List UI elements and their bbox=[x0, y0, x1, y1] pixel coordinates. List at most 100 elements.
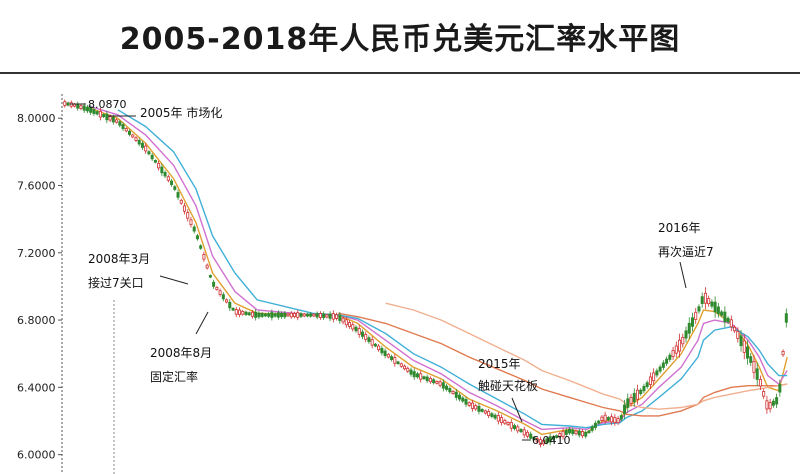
candle-body bbox=[506, 422, 510, 426]
candle-body bbox=[694, 311, 698, 320]
candle-body bbox=[438, 381, 442, 386]
candle-body bbox=[529, 433, 533, 439]
annotation-label: 固定汇率 bbox=[150, 369, 198, 384]
candle-body bbox=[752, 360, 756, 373]
candle-body bbox=[519, 429, 523, 433]
candle-body bbox=[238, 309, 242, 315]
candle-body bbox=[186, 212, 190, 219]
candle-body bbox=[584, 432, 588, 437]
candle-body bbox=[771, 400, 775, 406]
y-tick-label: 6.8000 bbox=[17, 314, 56, 327]
candle-body bbox=[496, 415, 500, 422]
candle-body bbox=[658, 366, 662, 372]
candle-body bbox=[454, 391, 458, 398]
candle-body bbox=[257, 312, 261, 318]
candle-body bbox=[742, 340, 746, 353]
candle-body bbox=[597, 420, 601, 424]
candle-body bbox=[286, 313, 290, 317]
candle-body bbox=[63, 101, 67, 106]
candle-body bbox=[435, 380, 439, 384]
candle-body bbox=[610, 416, 614, 423]
candle-body bbox=[474, 405, 478, 410]
candle-body bbox=[128, 130, 132, 135]
candle-body bbox=[690, 317, 694, 327]
candle-body bbox=[82, 105, 86, 111]
candle-body bbox=[386, 354, 390, 358]
candle-body bbox=[448, 388, 452, 393]
candle-body bbox=[150, 154, 154, 160]
y-tick-label: 7.2000 bbox=[17, 247, 56, 260]
moving-average-lines bbox=[89, 105, 788, 436]
y-axis: 8.0000 7.6000 7.2000 6.8000 6.4000 6.0000 bbox=[17, 94, 115, 474]
candle-body bbox=[205, 264, 209, 269]
candle-body bbox=[98, 110, 102, 118]
y-tick-label: 6.0000 bbox=[17, 449, 56, 462]
annotation-label: 6.0410 bbox=[532, 434, 571, 447]
candle-body bbox=[166, 176, 170, 181]
candle-body bbox=[173, 186, 177, 190]
candle-body bbox=[419, 373, 423, 380]
annotation-label: 8.0870 bbox=[88, 98, 127, 111]
candle-body bbox=[351, 324, 355, 330]
candle-body bbox=[270, 312, 274, 318]
candle-body bbox=[665, 358, 669, 364]
candle-body bbox=[377, 345, 381, 351]
candle-body bbox=[111, 117, 115, 123]
candle-body bbox=[674, 345, 678, 354]
candle-body bbox=[749, 356, 753, 363]
candle-body bbox=[225, 299, 229, 303]
candle-body bbox=[293, 313, 297, 317]
candle-body bbox=[380, 347, 384, 354]
candle-body bbox=[176, 192, 180, 198]
candle-body bbox=[348, 322, 352, 327]
candle-body bbox=[509, 422, 513, 429]
candle-body bbox=[684, 330, 688, 339]
candle-body bbox=[590, 426, 594, 431]
candle-body bbox=[619, 415, 623, 420]
candle-body bbox=[95, 111, 99, 115]
candle-body bbox=[250, 311, 254, 317]
candle-body bbox=[516, 426, 520, 432]
candle-body bbox=[192, 226, 196, 232]
annotation-label: 再次逼近7 bbox=[658, 245, 714, 259]
candle-body bbox=[648, 376, 652, 385]
candle-body bbox=[244, 311, 248, 315]
candle-body bbox=[483, 410, 487, 414]
candle-body bbox=[480, 408, 484, 412]
candle-body bbox=[118, 121, 122, 126]
candle-body bbox=[373, 343, 377, 347]
candle-body bbox=[131, 134, 135, 138]
candle-body bbox=[425, 376, 429, 382]
candle-body bbox=[710, 301, 714, 307]
candle-body bbox=[726, 317, 730, 323]
candle-body bbox=[522, 429, 526, 436]
candle-body bbox=[267, 313, 271, 317]
candle-body bbox=[228, 301, 232, 309]
candle-body bbox=[577, 430, 581, 436]
candle-body bbox=[697, 306, 701, 312]
candle-body bbox=[477, 405, 481, 412]
candle-body bbox=[105, 113, 109, 121]
candle-body bbox=[179, 199, 183, 204]
candle-body bbox=[283, 312, 287, 318]
candle-body bbox=[147, 151, 151, 155]
candle-body bbox=[157, 162, 161, 169]
candle-body bbox=[606, 417, 610, 421]
candle-body bbox=[231, 307, 235, 311]
candle-body bbox=[296, 312, 300, 318]
candle-body bbox=[432, 379, 436, 384]
candle-body bbox=[170, 180, 174, 186]
annotation-pointer bbox=[679, 261, 687, 289]
candle-body bbox=[299, 313, 303, 317]
candle-body bbox=[736, 331, 740, 339]
candle-body bbox=[561, 430, 565, 437]
candle-body bbox=[115, 119, 119, 123]
annotation-pointer bbox=[511, 397, 523, 423]
candle-body bbox=[144, 145, 148, 152]
candle-body bbox=[160, 166, 164, 174]
candle-body bbox=[733, 326, 737, 332]
annotation-label: 2015年 bbox=[478, 357, 521, 371]
candle-body bbox=[322, 313, 326, 319]
candle-body bbox=[305, 313, 309, 317]
